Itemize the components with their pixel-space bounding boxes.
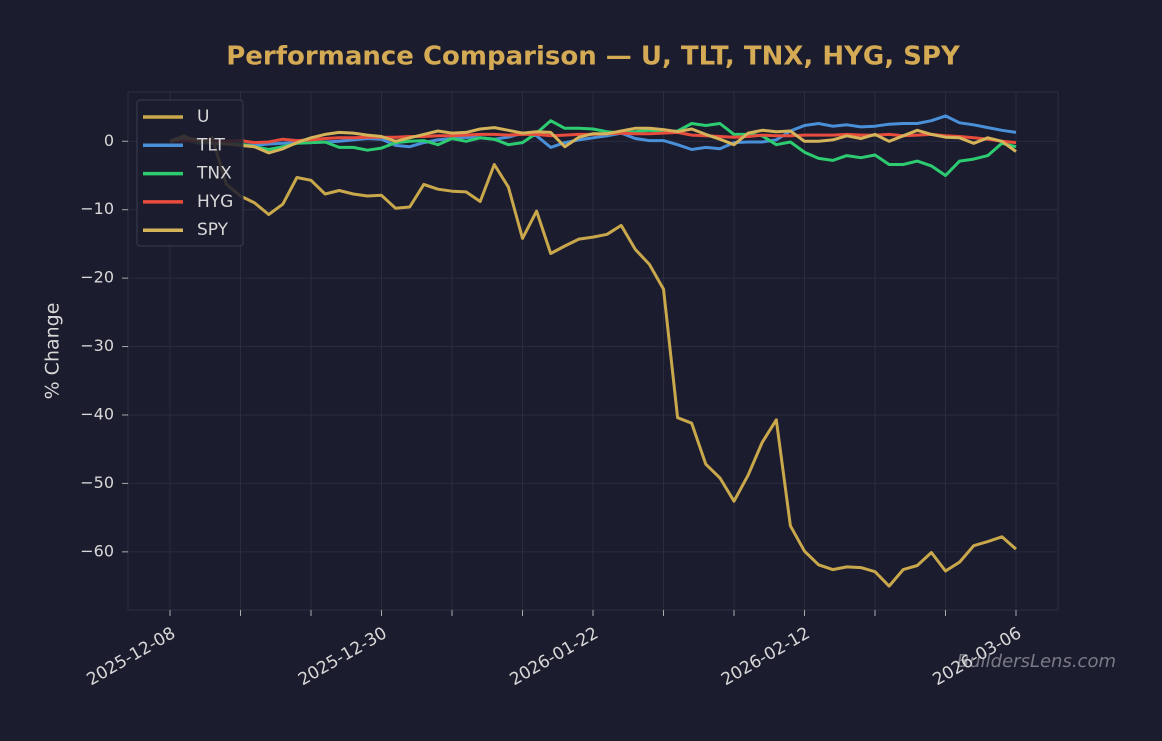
y-axis-label: % Change bbox=[42, 303, 64, 400]
legend-label: HYG bbox=[197, 192, 233, 212]
legend-box bbox=[136, 99, 244, 247]
y-tick-label: −30 bbox=[80, 336, 114, 355]
y-tick-label: −10 bbox=[80, 199, 114, 218]
legend-label: TNX bbox=[196, 164, 232, 184]
chart-title: Performance Comparison — U, TLT, TNX, HY… bbox=[226, 42, 961, 72]
legend-label: SPY bbox=[197, 220, 229, 240]
y-tick-label: 0 bbox=[104, 131, 114, 150]
x-tick-label: 2025-12-30 bbox=[295, 623, 391, 690]
series-line bbox=[169, 134, 1017, 588]
y-tick-label: −40 bbox=[80, 404, 114, 423]
watermark: BuildersLens.com bbox=[957, 651, 1116, 672]
y-tick-label: −50 bbox=[80, 473, 114, 492]
y-tick-label: −20 bbox=[80, 268, 114, 287]
legend-label: TLT bbox=[196, 135, 226, 155]
x-tick-label: 2026-02-12 bbox=[718, 623, 814, 690]
x-tick-label: 2025-12-08 bbox=[83, 623, 179, 690]
series-line bbox=[169, 119, 1017, 177]
series-line bbox=[169, 126, 1017, 155]
y-tick-label: −60 bbox=[80, 541, 114, 560]
x-tick-label: 2026-01-22 bbox=[506, 623, 602, 690]
legend-label: U bbox=[197, 107, 209, 127]
